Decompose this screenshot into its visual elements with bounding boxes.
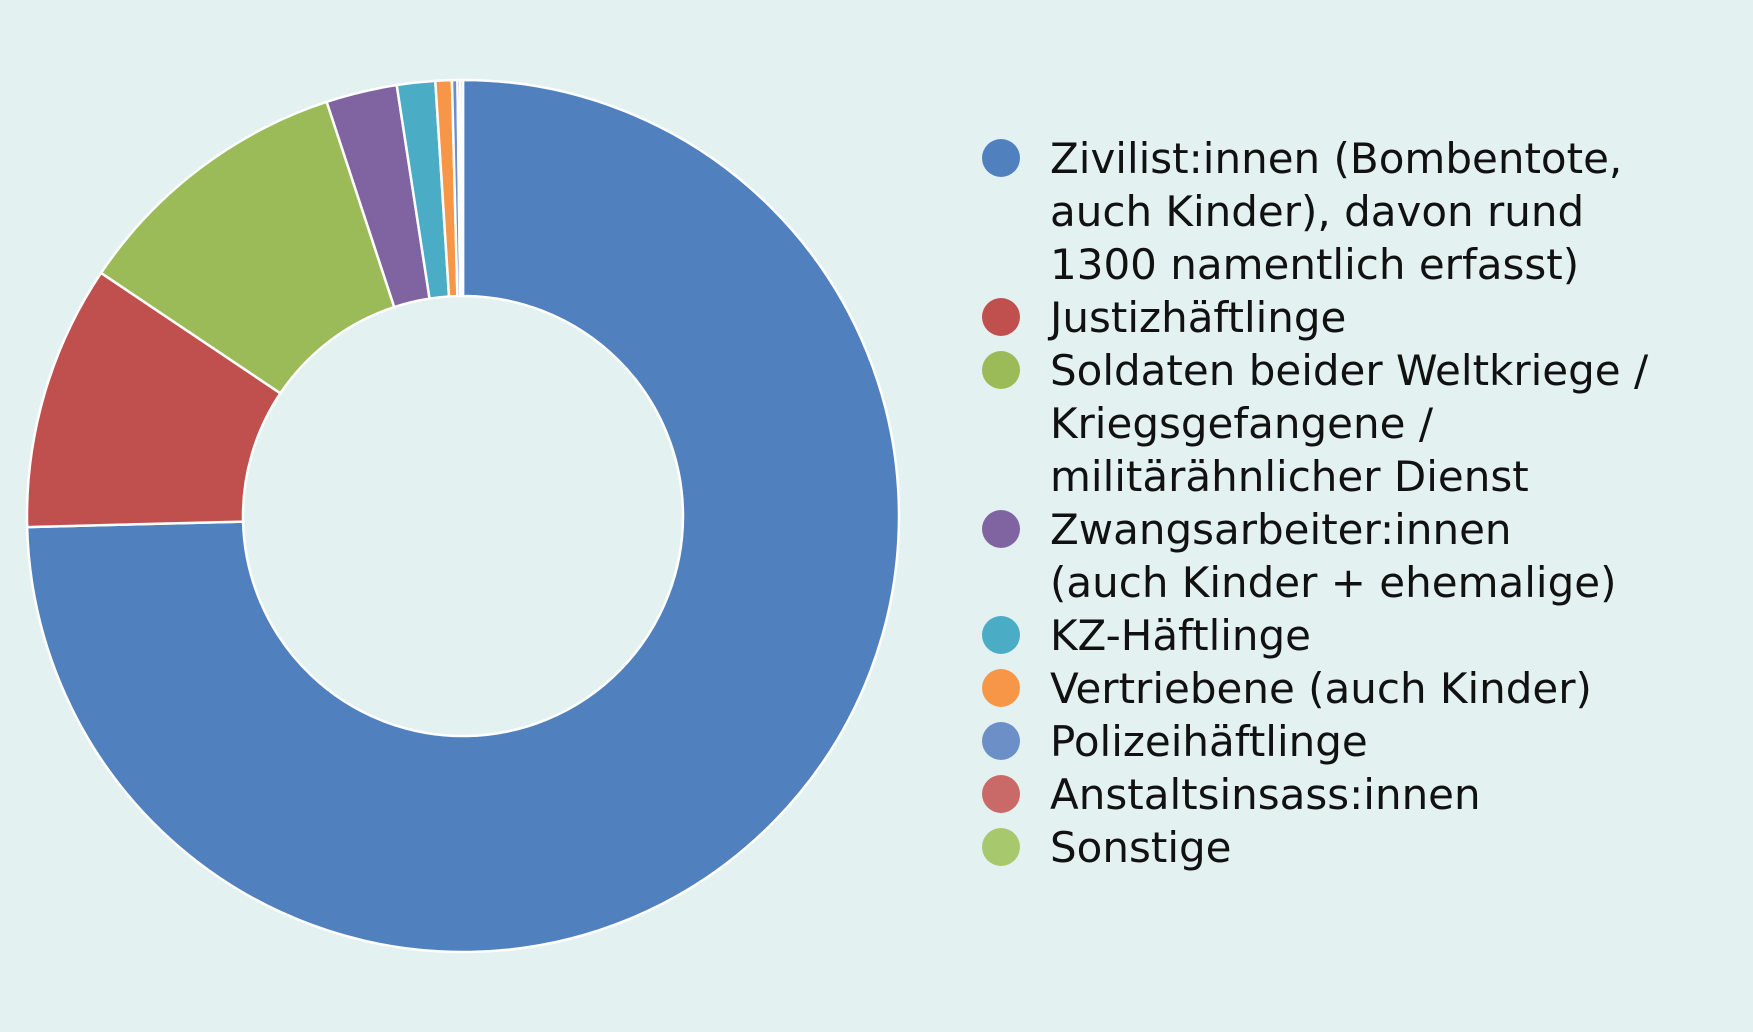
slice-0	[25, 78, 901, 954]
legend-marker-8	[982, 828, 1020, 866]
legend-label-2: Soldaten beider Weltkriege / Kriegsgefan…	[1050, 346, 1649, 501]
legend-item-4: KZ-Häftlinge	[982, 609, 1722, 662]
legend-marker-7	[982, 775, 1020, 813]
legend-label-0: Zivilist:innen (Bombentote, auch Kinder)…	[1050, 134, 1623, 289]
slice-2	[99, 100, 396, 395]
legend-item-5: Vertriebene (auch Kinder)	[982, 662, 1722, 715]
legend-label-5: Vertriebene (auch Kinder)	[1050, 664, 1592, 713]
legend-marker-1	[982, 298, 1020, 336]
legend-item-3: Zwangsarbeiter:innen (auch Kinder + ehem…	[982, 503, 1722, 609]
legend-item-8: Sonstige	[982, 821, 1722, 874]
legend-marker-4	[982, 616, 1020, 654]
legend-label-1: Justizhäftlinge	[1050, 293, 1347, 342]
legend-item-0: Zivilist:innen (Bombentote, auch Kinder)…	[982, 132, 1722, 291]
legend-marker-2	[982, 351, 1020, 389]
legend-item-1: Justizhäftlinge	[982, 291, 1722, 344]
legend-item-7: Anstaltsinsass:innen	[982, 768, 1722, 821]
legend-item-6: Polizeihäftlinge	[982, 715, 1722, 768]
legend-marker-5	[982, 669, 1020, 707]
legend-label-4: KZ-Häftlinge	[1050, 611, 1312, 660]
legend: Zivilist:innen (Bombentote, auch Kinder)…	[982, 132, 1722, 874]
slice-1	[25, 271, 282, 529]
legend-label-6: Polizeihäftlinge	[1050, 717, 1368, 766]
legend-label-3: Zwangsarbeiter:innen (auch Kinder + ehem…	[1050, 505, 1617, 607]
legend-marker-3	[982, 510, 1020, 548]
legend-marker-0	[982, 139, 1020, 177]
legend-marker-6	[982, 722, 1020, 760]
legend-label-7: Anstaltsinsass:innen	[1050, 770, 1481, 819]
slice-8	[458, 78, 465, 298]
legend-label-8: Sonstige	[1050, 823, 1232, 872]
legend-item-2: Soldaten beider Weltkriege / Kriegsgefan…	[982, 344, 1722, 503]
